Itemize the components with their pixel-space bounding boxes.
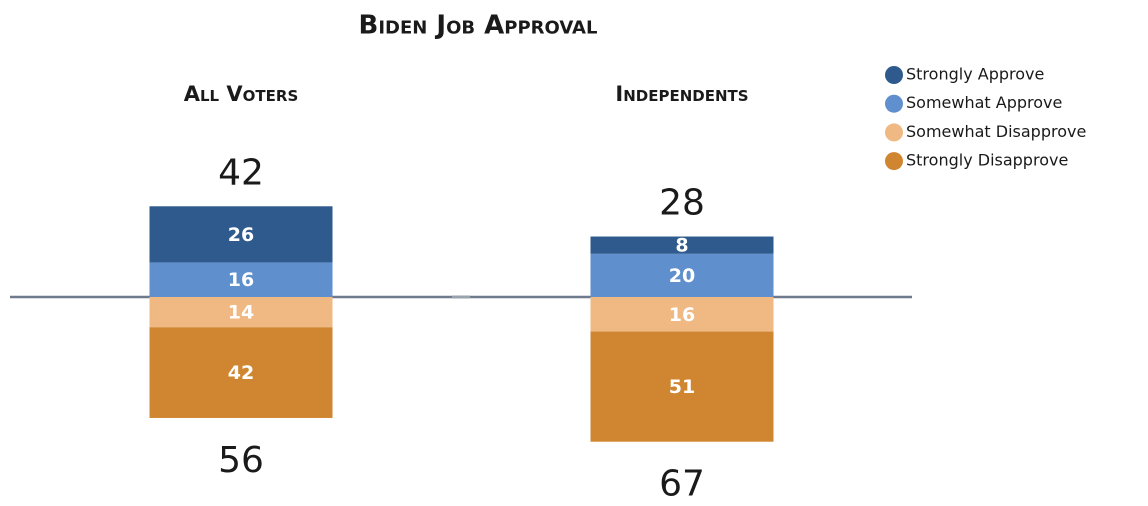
disapprove-total: 67	[659, 464, 705, 505]
approve-total: 28	[659, 183, 705, 224]
legend-label: Somewhat Approve	[906, 93, 1062, 112]
segment-label: 14	[228, 302, 254, 324]
approve-total: 42	[218, 152, 264, 193]
chart-title: Biden Job Approval	[359, 11, 598, 41]
legend-swatch	[885, 66, 903, 84]
segment-label: 16	[669, 304, 695, 326]
legend-swatch	[885, 152, 903, 171]
segment-label: 20	[669, 265, 695, 287]
segment-label: 26	[228, 224, 254, 246]
legend-label: Somewhat Disapprove	[906, 122, 1086, 141]
legend-swatch	[885, 94, 903, 113]
bar-segment	[590, 253, 774, 297]
bar-segment	[149, 206, 333, 263]
category-label: All Voters	[184, 82, 299, 106]
bar-segment	[590, 297, 774, 332]
bar-segment	[149, 262, 333, 297]
segment-label: 51	[669, 376, 695, 398]
bar-segment	[149, 297, 333, 328]
legend-label: Strongly Disapprove	[906, 151, 1068, 170]
bar-segment	[590, 331, 774, 442]
bar-segment	[590, 236, 774, 254]
segment-label: 16	[228, 269, 254, 291]
category-label: Independents	[615, 82, 748, 106]
segment-label: 42	[228, 362, 254, 384]
disapprove-total: 56	[218, 440, 264, 481]
legend-label: Strongly Approve	[906, 65, 1044, 84]
segment-label: 8	[675, 235, 688, 257]
bar-segment	[149, 327, 333, 418]
legend-swatch	[885, 123, 903, 142]
